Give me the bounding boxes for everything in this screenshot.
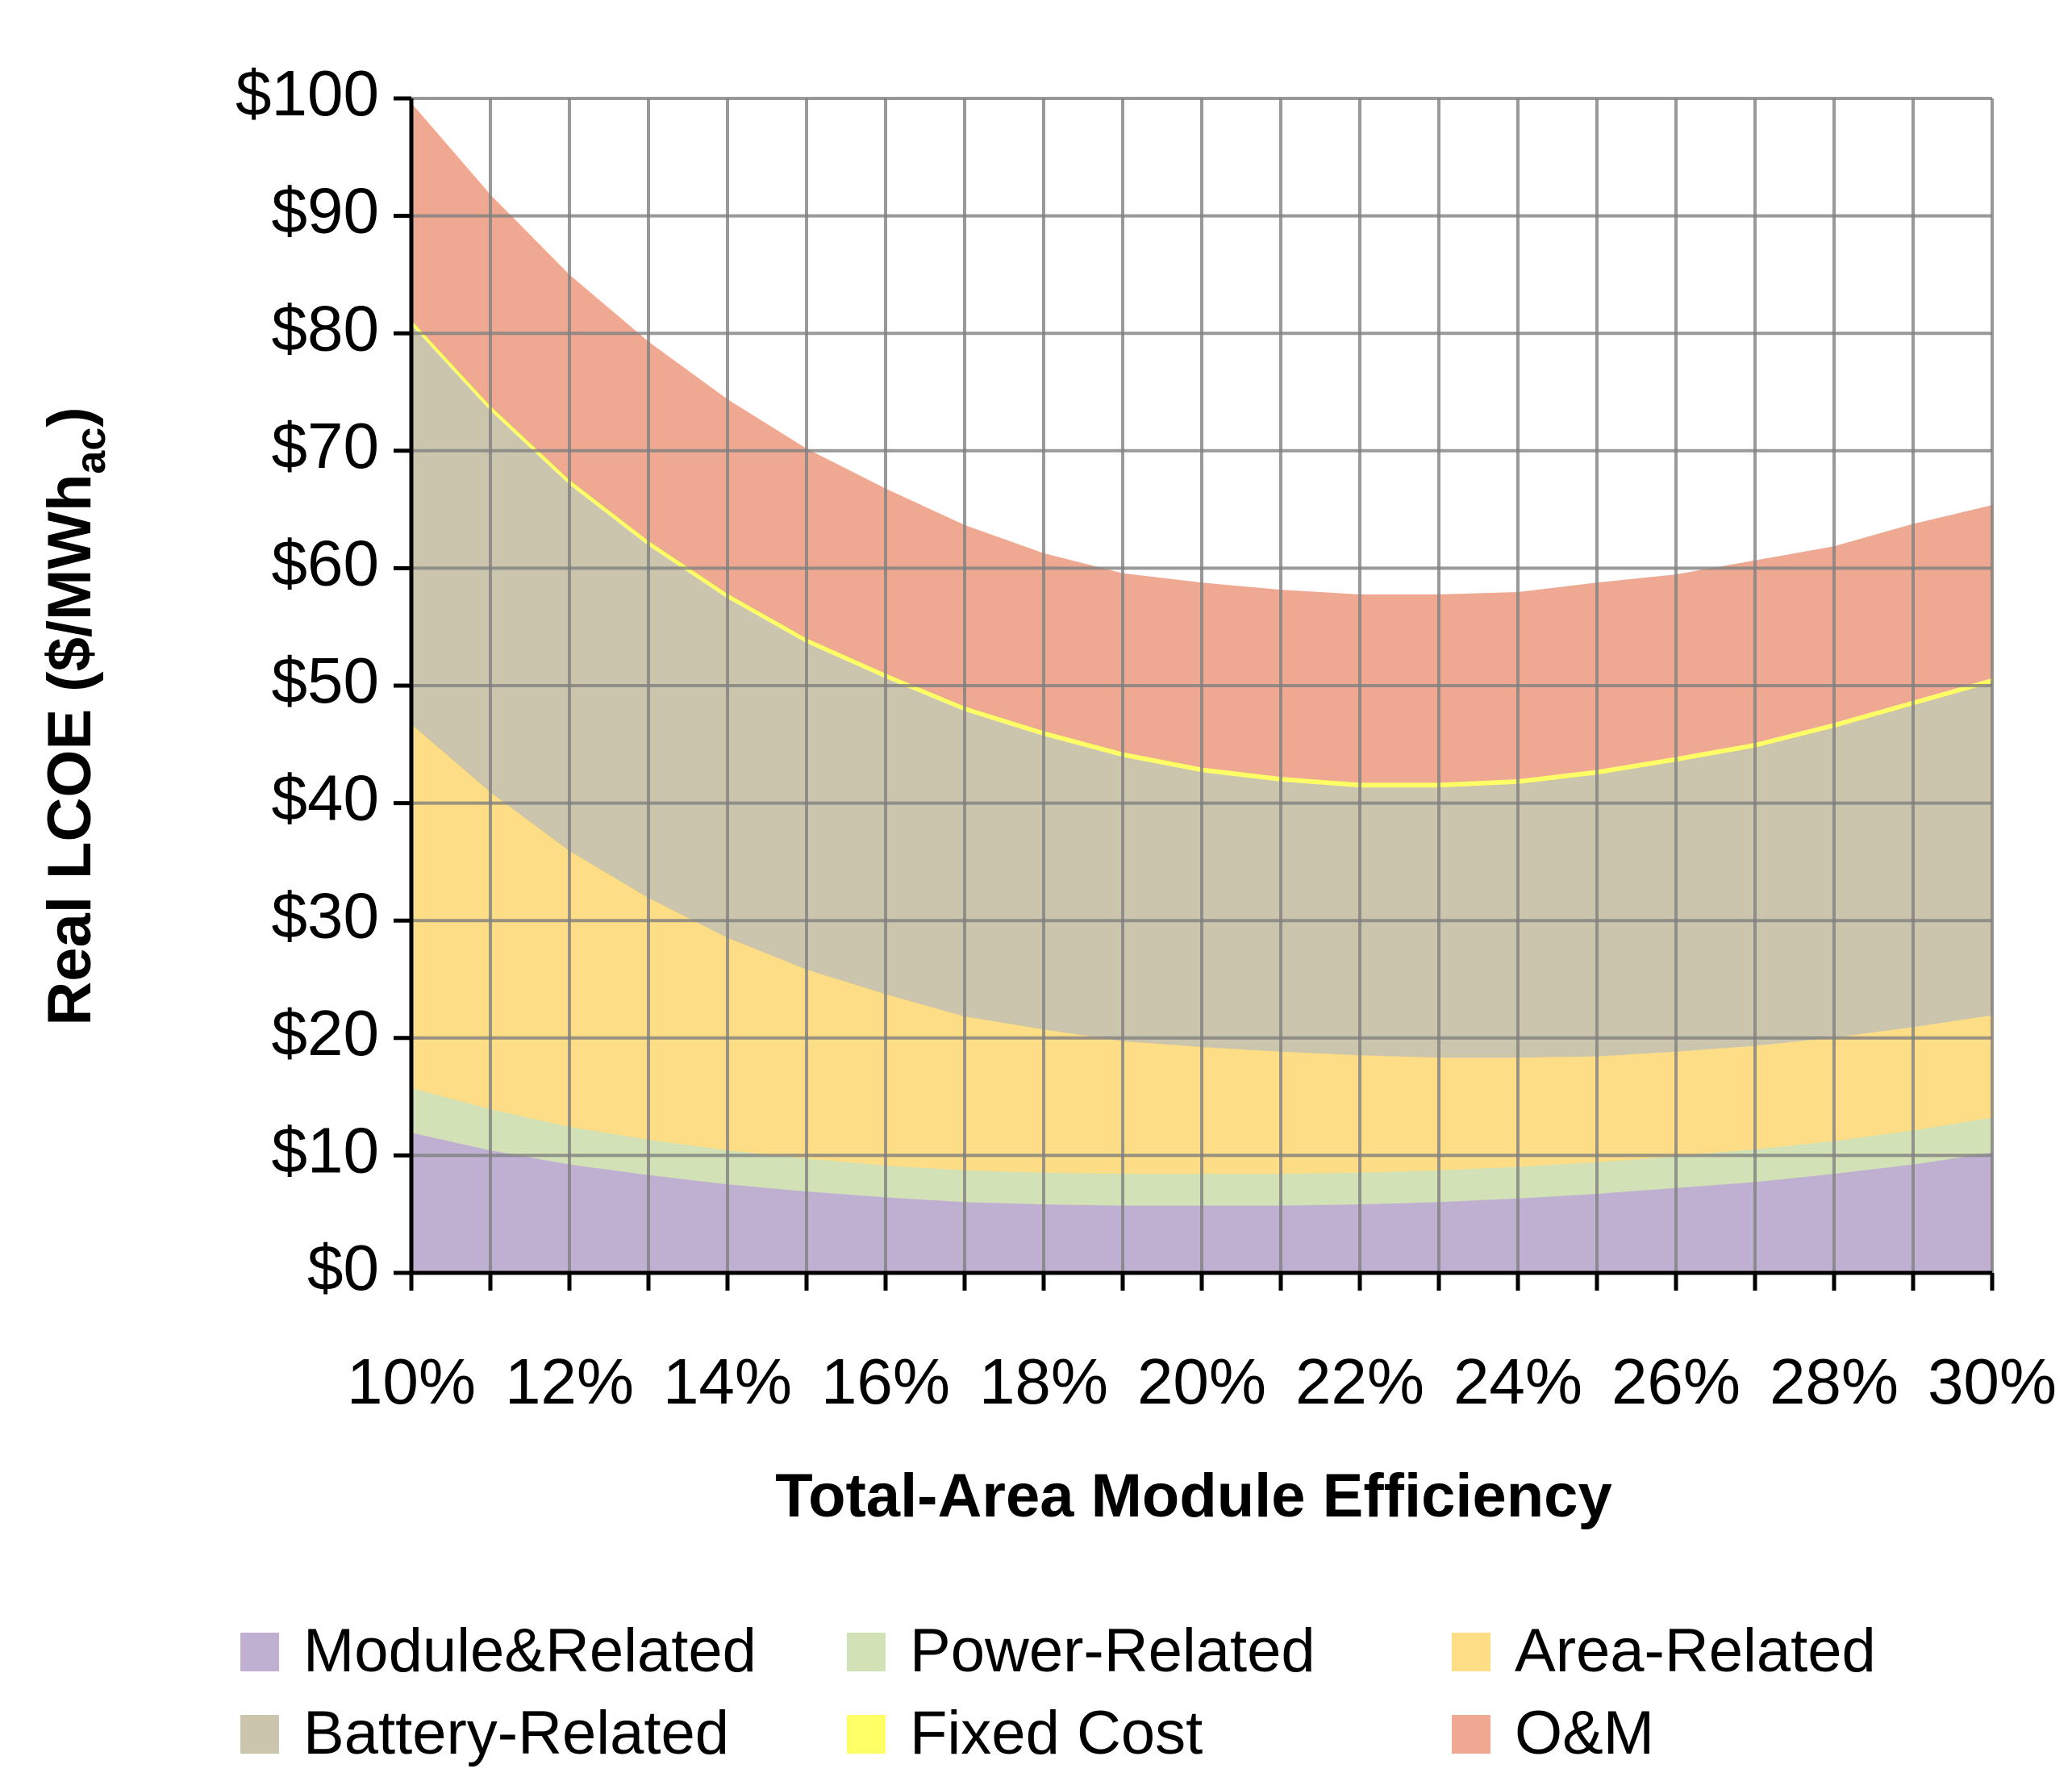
legend-label-o-and-m: O&M: [1515, 1699, 1654, 1767]
y-tick-label: $0: [307, 1232, 379, 1304]
x-tick-label: 18%: [979, 1345, 1108, 1417]
x-tick-label: 14%: [663, 1345, 792, 1417]
x-tick-label: 12%: [505, 1345, 634, 1417]
x-tick-label: 24%: [1453, 1345, 1582, 1417]
y-tick-label: $60: [272, 528, 379, 599]
y-tick-label: $70: [272, 410, 379, 482]
legend-label-power-related: Power-Related: [910, 1617, 1315, 1685]
axes: [394, 96, 1995, 1291]
y-axis-title-main: Real LCOE ($/MWh: [35, 474, 104, 1026]
legend-label-area-related: Area-Related: [1515, 1617, 1876, 1685]
legend: Module&Related Power-Related Area-Related B…: [240, 1617, 1876, 1767]
y-tick-label: $50: [272, 645, 379, 716]
y-axis-title: Real LCOE ($/MWhac): [35, 407, 115, 1025]
x-tick-label: 16%: [821, 1345, 950, 1417]
x-tick-label: 28%: [1770, 1345, 1899, 1417]
x-axis-title: Total-Area Module Efficiency: [775, 1462, 1611, 1530]
y-tick-label: $90: [272, 175, 379, 247]
y-tick-label: $20: [272, 997, 379, 1069]
legend-swatch-fixed-cost: [847, 1715, 886, 1754]
x-tick-label: 10%: [347, 1345, 476, 1417]
gridlines: [410, 97, 1994, 1274]
y-tick-label: $10: [272, 1115, 379, 1187]
x-tick-label: 22%: [1295, 1345, 1424, 1417]
legend-swatch-power-related: [847, 1633, 886, 1671]
legend-swatch-o-and-m: [1452, 1715, 1490, 1754]
legend-swatch-module-and-related: [240, 1633, 279, 1671]
x-tick-label: 20%: [1137, 1345, 1266, 1417]
x-tick-label: 26%: [1611, 1345, 1741, 1417]
y-tick-label: $100: [236, 57, 379, 129]
y-axis-title-subscript: ac: [68, 428, 115, 474]
y-tick-labels: $0 $10 $20 $30 $40 $50 $60 $70 $80 $90 $100: [236, 57, 379, 1304]
x-tick-label: 30%: [1928, 1345, 2057, 1417]
x-tick-labels: 10% 12% 14% 16% 18% 20% 22% 24% 26% 28% 30%: [347, 1345, 2057, 1417]
legend-swatch-battery-related: [240, 1715, 279, 1754]
y-axis-title-close: ): [35, 407, 104, 427]
y-tick-label: $80: [272, 292, 379, 364]
legend-swatch-area-related: [1452, 1633, 1490, 1671]
y-tick-label: $40: [272, 762, 379, 834]
legend-label-module-and-related: Module&Related: [303, 1617, 757, 1685]
legend-label-battery-related: Battery-Related: [303, 1699, 729, 1767]
y-tick-label: $30: [272, 879, 379, 951]
legend-label-fixed-cost: Fixed Cost: [910, 1699, 1203, 1767]
